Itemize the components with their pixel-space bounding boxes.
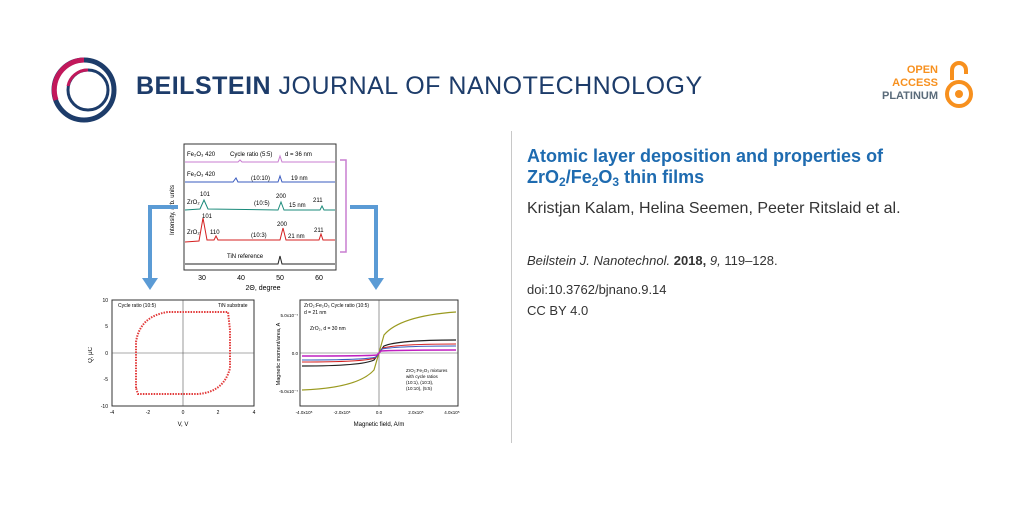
pe-ylabel: Q, μC (88, 346, 94, 362)
mag-title2: d = 21 nm (304, 310, 326, 316)
journal-name-bold: BEILSTEIN (136, 72, 272, 100)
bracket-icon (340, 159, 347, 253)
open-access-badge: OPEN ACCESS PLATINUM (862, 64, 938, 103)
pe-xlabel: V, V (178, 422, 189, 428)
open-label: OPEN (906, 64, 938, 76)
xrd-curve-55 (185, 154, 335, 163)
xrd-label-l2: Fe₂O₃ 420 (187, 172, 216, 178)
xrd-label-l4d: (10:3) (251, 233, 267, 239)
journal-logo-icon (51, 57, 117, 123)
mag-label2: ZrO₂, d = 30 nm (310, 326, 346, 332)
access-label: ACCESS (892, 77, 938, 89)
pe-xtick-2: 2 (217, 410, 220, 416)
mag-legend2: with cycle ratios (406, 374, 439, 379)
pe-title-left: Cycle ratio (10:5) (118, 303, 156, 309)
xrd-xtick-30: 30 (198, 275, 206, 282)
xrd-curve-103 (184, 217, 335, 243)
citation-pages: 119–128. (720, 253, 778, 268)
xrd-label-l4a: 101 (202, 214, 213, 220)
mag-xtick-4: 4.0x10⁵ (444, 410, 460, 415)
mag-ylabel: Magnetic moment/area, A (276, 322, 282, 385)
pe-xtick-m2: -2 (146, 410, 151, 416)
arrow-left-head-icon (142, 278, 158, 290)
title-sub-2b: 2 (591, 175, 599, 189)
xrd-label-l4c: 110 (210, 230, 220, 236)
mag-xtick-m4: -4.0x10⁵ (296, 410, 313, 415)
mag-ytick-m5: -5.0x10⁻⁷ (279, 389, 298, 394)
arrow-left-icon (148, 205, 178, 280)
arrow-right-icon (350, 205, 378, 280)
pe-ytick-0: 0 (105, 351, 108, 357)
article-title[interactable]: Atomic layer deposition and properties o… (527, 146, 997, 188)
xrd-label-l4e: 200 (277, 222, 288, 228)
arrow-right-head-icon (368, 278, 384, 290)
pe-xtick-m4: -4 (110, 410, 115, 416)
mag-xtick-2: 2.0x10⁵ (408, 410, 424, 415)
xrd-label-l4b: ZrO₂ (187, 230, 200, 236)
article-license[interactable]: CC BY 4.0 (527, 303, 589, 318)
column-divider (511, 131, 512, 443)
mag-legend4: (10:10), (5:5) (406, 386, 433, 391)
xrd-label-l4f: 21 nm (288, 234, 305, 240)
title-slash: /Fe (565, 167, 592, 187)
article-citation: Beilstein J. Nanotechnol. 2018, 9, 119–1… (527, 253, 778, 268)
xrd-label-l5: TiN reference (227, 254, 264, 260)
mag-legend3: (10:1), (10:3), (406, 380, 433, 385)
xrd-curve-tin (185, 255, 335, 265)
pe-ytick-m5: -5 (104, 377, 109, 383)
citation-journal: Beilstein J. Nanotechnol. (527, 253, 671, 268)
pe-title-right: TiN substrate (218, 303, 248, 309)
pe-ytick-10: 10 (102, 298, 108, 304)
pe-xtick-0: 0 (182, 410, 185, 416)
journal-name[interactable]: BEILSTEIN JOURNAL OF NANOTECHNOLOGY (136, 72, 703, 101)
xrd-label-l1c: d = 36 nm (285, 152, 312, 158)
title-sub-2a: 2 (559, 175, 566, 189)
xrd-xtick-40: 40 (237, 275, 245, 282)
mag-curve-5 (301, 349, 457, 357)
xrd-label-l2c: 19 nm (291, 176, 308, 182)
xrd-curve-105 (184, 198, 335, 211)
title-pre: Atomic layer deposition and properties o… (527, 146, 884, 166)
xrd-ylabel: Intensity, arb. units (170, 185, 176, 235)
platinum-label: PLATINUM (881, 90, 938, 102)
xrd-label-l3a: 101 (200, 192, 211, 198)
title-zr: ZrO (527, 167, 560, 187)
journal-name-rest: JOURNAL OF NANOTECHNOLOGY (271, 72, 703, 100)
mag-legend1: ZrO₂:Fe₂O₃ mixtures (406, 368, 448, 373)
xrd-frame (183, 143, 337, 271)
xrd-label-l3c: (10:5) (254, 201, 270, 207)
pe-xtick-4: 4 (253, 410, 256, 416)
pe-loop (135, 311, 231, 395)
xrd-label-l3d: 200 (276, 194, 287, 200)
title-o: O (598, 167, 613, 187)
xrd-label-l4g: 211 (314, 228, 324, 234)
xrd-label-l3b: ZrO₂ (187, 200, 200, 206)
xrd-label-l2b: (10:10) (251, 176, 270, 182)
xrd-label-l1b: Cycle ratio (5:5) (230, 152, 272, 158)
xrd-xtick-50: 50 (276, 275, 284, 282)
title-post: thin films (619, 167, 705, 187)
pe-ytick-m10: -10 (101, 404, 108, 410)
citation-volume: 9, (709, 253, 721, 268)
xrd-xtick-60: 60 (315, 275, 323, 282)
xrd-label-l3e: 15 nm (289, 203, 306, 209)
article-authors: Kristjan Kalam, Helina Seemen, Peeter Ri… (527, 200, 901, 217)
open-access-lock-icon (945, 61, 973, 108)
article-doi[interactable]: doi:10.3762/bjnano.9.14 (527, 282, 667, 297)
mag-xlabel: Magnetic field, A/m (354, 422, 405, 428)
mag-title1: ZrO₂:Fe₂O₃ Cycle ratio (10:5) (304, 303, 369, 309)
xrd-label-l1: Fe₂O₃ 420 (187, 152, 216, 158)
xrd-label-l3f: 211 (313, 198, 323, 204)
title-sub-3: 3 (612, 175, 620, 189)
citation-year: 2018, (673, 253, 707, 268)
xrd-curve-1010 (185, 174, 335, 183)
pe-ytick-5: 5 (105, 324, 108, 330)
xrd-xlabel: 2Θ, degree (245, 285, 280, 292)
mag-ytick-p5: 5.0x10⁻⁷ (280, 313, 298, 318)
mag-ytick-0: 0.0 (292, 351, 299, 356)
mag-xtick-0: 0.0 (376, 410, 383, 415)
graphical-abstract-figure: Intensity, arb. units 2Θ, degree 30 40 5… (88, 143, 460, 428)
mag-xtick-m2: -2.0x10⁵ (334, 410, 351, 415)
